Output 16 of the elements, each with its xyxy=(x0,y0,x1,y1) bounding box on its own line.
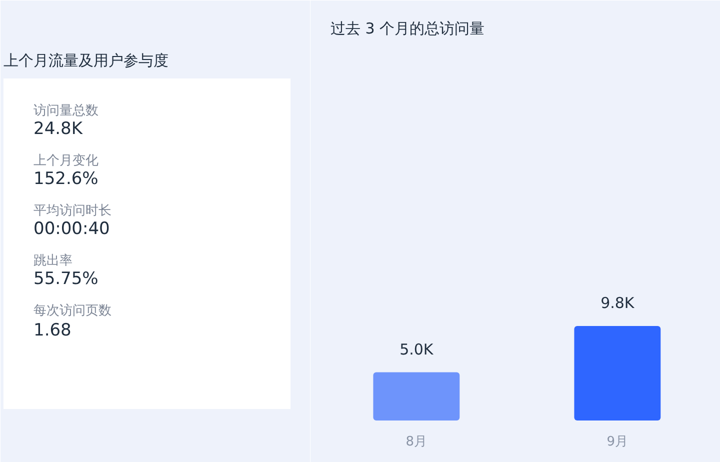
text: 跳出率 xyxy=(34,252,72,268)
text: 上个月流量及用户参与度 xyxy=(4,52,168,70)
text: 平均访问时长 xyxy=(34,202,112,219)
x-tick-label: 9月 xyxy=(606,434,628,450)
chart-title: 过去 3 个月的总访问量 xyxy=(330,20,485,38)
data-label: 5.0K xyxy=(400,340,434,358)
text: 每次访问页数 xyxy=(34,302,112,318)
data-label: 9.8K xyxy=(600,294,636,312)
text: 24.8K xyxy=(34,119,84,140)
text: 访问量总数 xyxy=(34,102,98,119)
x-tick-label: 8月 xyxy=(406,434,428,450)
text: 上个月变化 xyxy=(34,154,98,169)
text: 1.68 xyxy=(34,320,72,340)
text: 55.75% xyxy=(34,268,98,289)
text: 152.6% xyxy=(34,169,98,190)
text: 00:00:40 xyxy=(34,219,110,240)
